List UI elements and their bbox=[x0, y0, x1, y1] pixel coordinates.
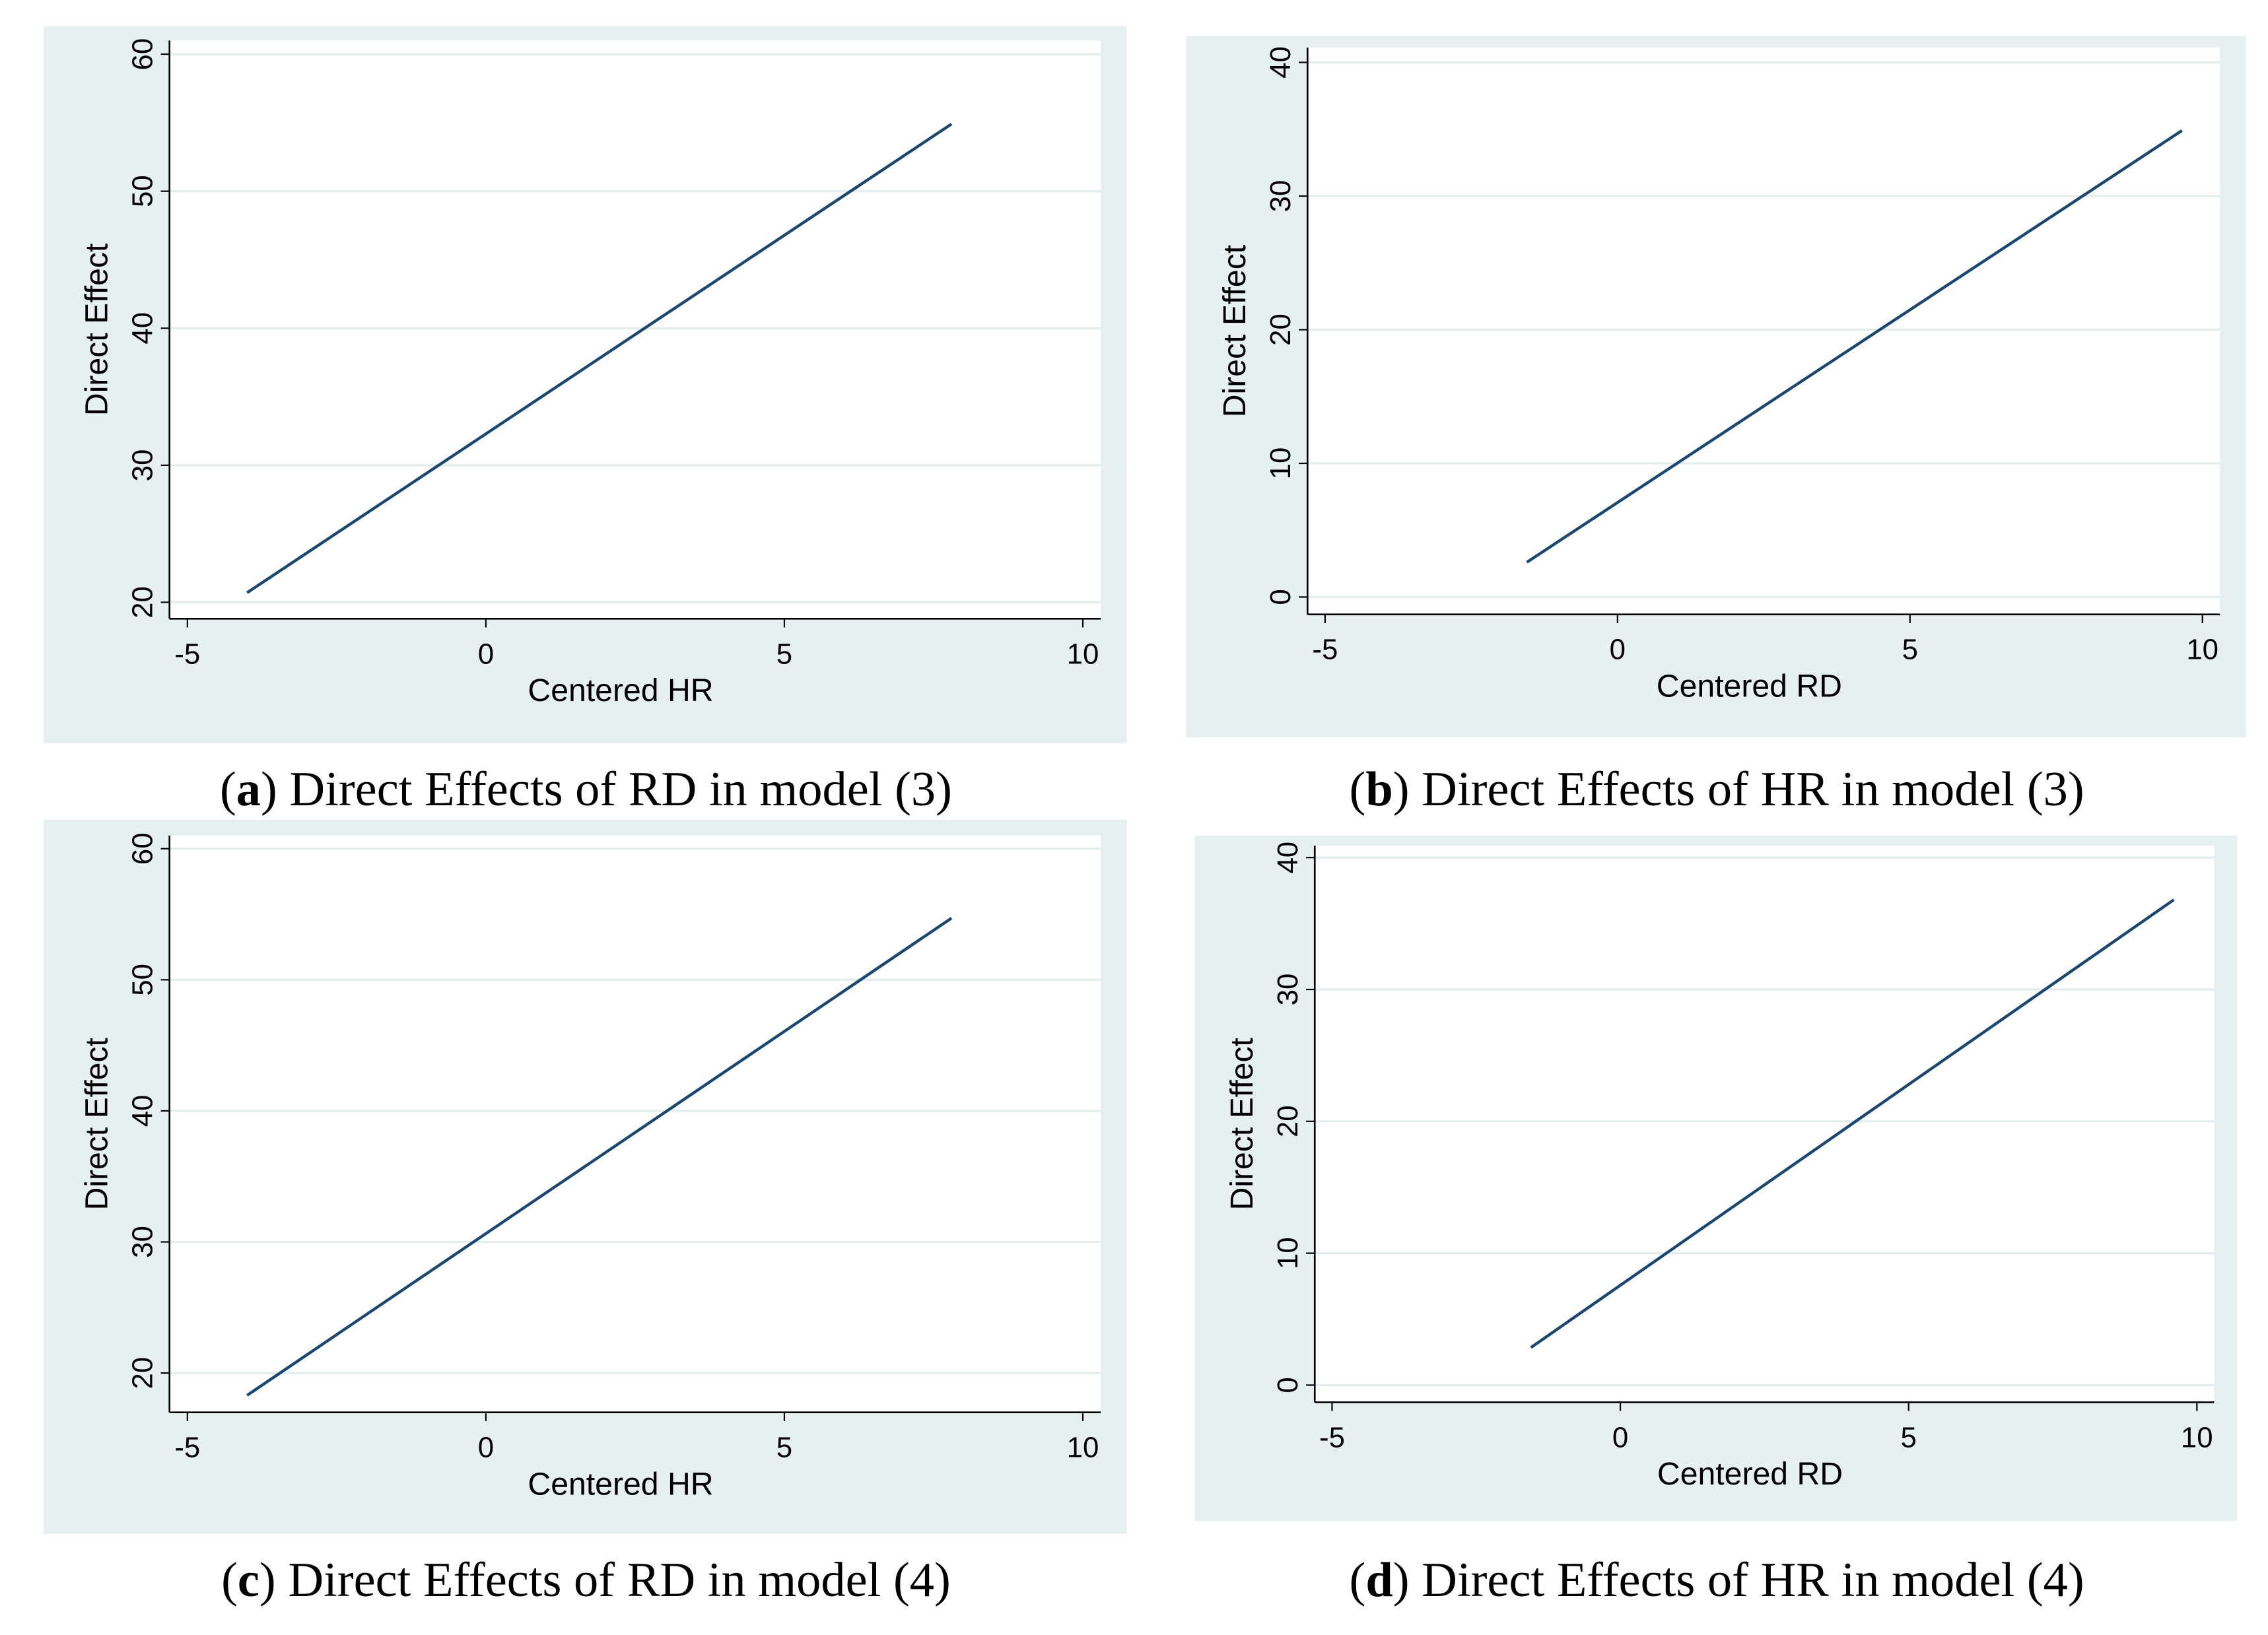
y-tick-label: 30 bbox=[126, 449, 158, 481]
y-tick-label: 60 bbox=[126, 832, 158, 865]
chart-panel: 20 30 40 50 60 -5 0 5 10 Centered HR Direct Effect… bbox=[44, 819, 1127, 1607]
caption-part: ) Direct Effects of RD in model (3) bbox=[261, 762, 952, 817]
chart-panel: 20 30 40 50 60 -5 0 5 10 Centered HR Direct Effect… bbox=[44, 26, 1127, 817]
x-axis-title: Centered HR bbox=[528, 1467, 713, 1502]
y-tick-label: 0 bbox=[1264, 589, 1297, 605]
x-tick-label: 5 bbox=[776, 638, 792, 670]
plot-area bbox=[1315, 846, 2215, 1403]
y-tick-label: 50 bbox=[126, 175, 158, 207]
x-tick-label: -5 bbox=[174, 1432, 200, 1464]
y-tick-label: 60 bbox=[126, 38, 158, 71]
y-tick-label: 40 bbox=[126, 312, 158, 345]
y-tick-label: 20 bbox=[1264, 314, 1297, 346]
caption: (a) Direct Effects of RD in model (3) bbox=[220, 762, 952, 817]
x-axis-title: Centered RD bbox=[1657, 1456, 1843, 1492]
y-axis-title: Direct Effect bbox=[79, 1037, 115, 1210]
y-tick-label: 40 bbox=[1272, 842, 1304, 874]
x-tick-label: 5 bbox=[776, 1432, 792, 1464]
data-line bbox=[1526, 129, 2183, 564]
plot-area bbox=[169, 835, 1101, 1413]
plot-area bbox=[169, 40, 1101, 619]
x-tick-label: 0 bbox=[1612, 1421, 1628, 1453]
y-tick-label: 30 bbox=[1272, 974, 1304, 1006]
x-tick-label: 10 bbox=[2181, 1421, 2213, 1453]
data-line bbox=[246, 123, 953, 594]
y-axis-title: Direct Effect bbox=[79, 243, 115, 416]
x-tick-label: 0 bbox=[1610, 634, 1626, 666]
x-tick-label: -5 bbox=[174, 638, 200, 670]
y-axis-title: Direct Effect bbox=[1224, 1037, 1260, 1210]
y-tick-label: 40 bbox=[126, 1095, 158, 1127]
caption-part: ) Direct Effects of RD in model (4) bbox=[259, 1553, 951, 1607]
y-tick-label: 0 bbox=[1272, 1377, 1304, 1393]
y-tick-label: 30 bbox=[126, 1226, 158, 1258]
x-axis-title: Centered RD bbox=[1657, 669, 1842, 704]
y-tick-label: 20 bbox=[126, 1357, 158, 1389]
x-axis-title: Centered HR bbox=[528, 673, 713, 708]
x-tick-label: 10 bbox=[2186, 634, 2218, 666]
data-line bbox=[246, 917, 953, 1397]
caption-part: ( bbox=[220, 762, 236, 817]
plot-area bbox=[1307, 48, 2220, 615]
chart-panel: 0 10 20 30 40 -5 0 5 10 Centered RD Direct Effect (… bbox=[1194, 835, 2238, 1607]
caption-part: a bbox=[236, 762, 261, 817]
x-tick-label: 10 bbox=[1067, 1432, 1099, 1464]
x-tick-label: 5 bbox=[1902, 634, 1918, 666]
x-tick-label: -5 bbox=[1312, 634, 1338, 666]
x-tick-label: -5 bbox=[1319, 1421, 1345, 1453]
caption-part: d bbox=[1365, 1553, 1392, 1607]
caption: (d) Direct Effects of HR in model (4) bbox=[1350, 1553, 2084, 1607]
data-line bbox=[1530, 898, 2175, 1349]
y-tick-label: 20 bbox=[1272, 1105, 1304, 1137]
caption-part: c bbox=[238, 1553, 259, 1607]
y-tick-label: 10 bbox=[1264, 448, 1297, 480]
y-tick-label: 40 bbox=[1264, 46, 1297, 79]
caption-part: b bbox=[1365, 762, 1392, 817]
caption: (c) Direct Effects of RD in model (4) bbox=[221, 1553, 951, 1607]
caption-part: ( bbox=[221, 1553, 238, 1607]
y-tick-label: 20 bbox=[126, 586, 158, 618]
x-tick-label: 0 bbox=[478, 1432, 494, 1464]
caption-part: ) Direct Effects of HR in model (3) bbox=[1393, 762, 2084, 817]
x-tick-label: 5 bbox=[1901, 1421, 1917, 1453]
caption-part: ( bbox=[1350, 1553, 1366, 1607]
caption: (b) Direct Effects of HR in model (3) bbox=[1350, 762, 2084, 817]
x-tick-label: 0 bbox=[478, 638, 494, 670]
caption-part: ( bbox=[1350, 762, 1366, 817]
chart-panel: 0 10 20 30 40 -5 0 5 10 Centered RD Direct Effect (… bbox=[1186, 36, 2246, 817]
y-tick-label: 30 bbox=[1264, 180, 1297, 213]
x-tick-label: 10 bbox=[1067, 638, 1099, 670]
y-axis-title: Direct Effect bbox=[1217, 244, 1253, 417]
y-tick-label: 10 bbox=[1272, 1237, 1304, 1269]
y-tick-label: 50 bbox=[126, 964, 158, 996]
caption-part: ) Direct Effects of HR in model (4) bbox=[1393, 1553, 2084, 1607]
